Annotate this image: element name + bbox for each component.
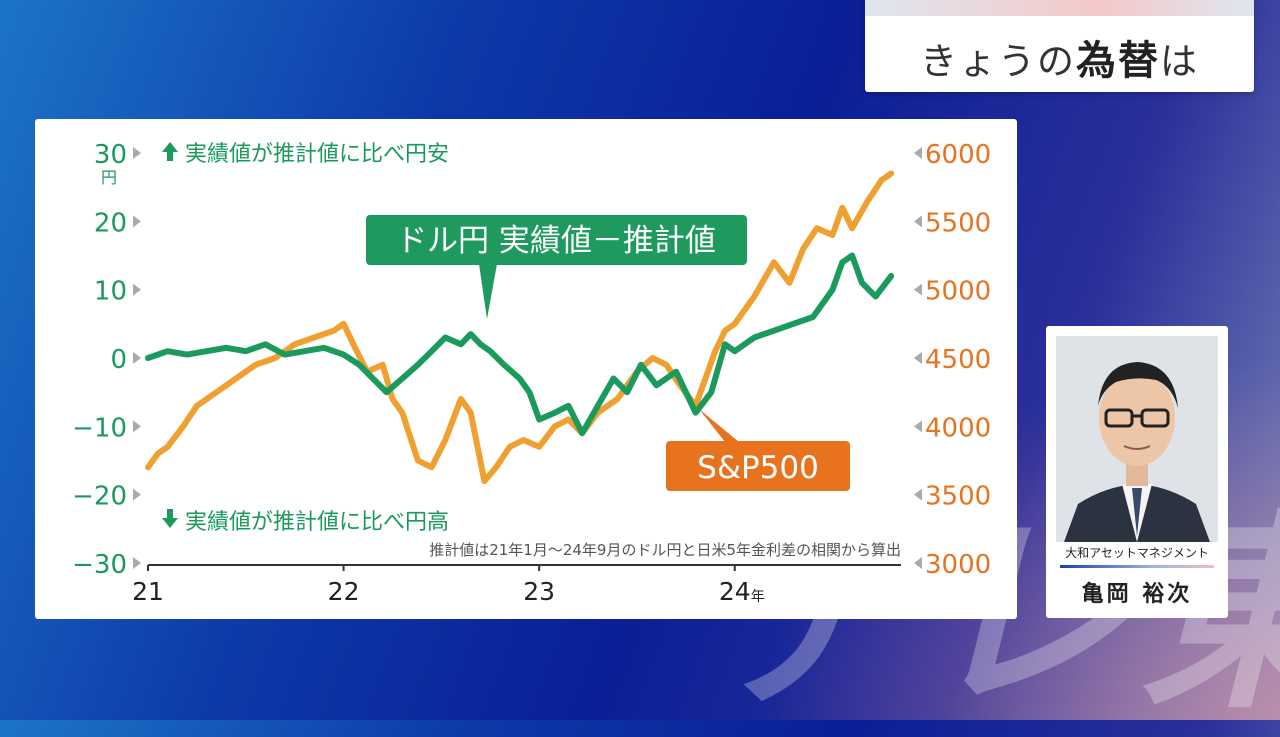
left-axis: 30 20 10 0 −10 −20 −30 [72, 140, 141, 580]
left-tick-marker [133, 352, 141, 364]
left-tick-label: −30 [72, 550, 127, 580]
x-axis: 21 22 23 24 年 [132, 565, 765, 606]
left-tick-label: −20 [72, 482, 127, 512]
left-tick-marker [133, 488, 141, 501]
right-tick-label: 3500 [925, 482, 991, 512]
usdjpy-callout-pointer [479, 264, 497, 319]
chart-panel: 30 20 10 0 −10 −20 −30 6000 5500 5000 4500 4000 350… [35, 119, 1017, 619]
left-tick-label: 0 [110, 345, 127, 375]
series-layer [145, 170, 895, 484]
left-tick-marker [133, 147, 141, 159]
title-post: は [1160, 40, 1199, 83]
right-tick-marker [914, 488, 922, 501]
person-silhouette-icon [1056, 336, 1218, 542]
right-tick-marker [914, 215, 922, 228]
x-tick-label: 23 [523, 577, 555, 606]
title-stripe [865, 0, 1254, 16]
program-title-box: きょうの為替は [865, 0, 1254, 92]
source-note: 推計値は21年1月〜24年9月のドル円と日米5年金利差の相関から算出 [429, 541, 901, 559]
axis-annotations: 実績値が推計値に比べ円安 実績値が推計値に比べ円高 推計値は21年1月〜24年9… [101, 142, 901, 559]
left-tick-marker [133, 420, 141, 433]
right-tick-label: 5000 [925, 277, 991, 307]
callouts: ドル円 実績値－推計値 S&P500 [366, 215, 850, 491]
annotation-top: 実績値が推計値に比べ円安 [185, 142, 449, 167]
right-tick-marker [914, 557, 922, 569]
left-tick-label: 10 [94, 277, 127, 307]
right-tick-marker [914, 147, 922, 159]
arrow-up-icon [162, 142, 178, 161]
left-tick-marker [133, 283, 141, 296]
right-tick-label: 3000 [925, 550, 991, 580]
x-tick-label: 24 [719, 577, 751, 606]
left-axis-unit: 円 [101, 168, 117, 187]
right-tick-label: 4500 [925, 345, 991, 375]
title-bold: 為替 [1076, 38, 1160, 84]
left-tick-label: 20 [94, 208, 127, 238]
x-tick-label: 21 [132, 577, 164, 606]
right-axis: 6000 5500 5000 4500 4000 3500 3000 [914, 140, 991, 580]
spx-label: S&P500 [697, 450, 819, 486]
usdjpy-line [145, 252, 895, 437]
right-tick-label: 5500 [925, 208, 991, 238]
spx-callout-box [666, 441, 850, 491]
usdjpy-callout-box [366, 215, 747, 265]
spx-line [145, 170, 895, 484]
right-tick-label: 6000 [925, 140, 991, 170]
x-tick-label: 22 [328, 577, 360, 606]
usdjpy-label: ドル円 実績値－推計値 [396, 223, 716, 259]
title-pre: きょうの [920, 40, 1076, 83]
right-tick-marker [914, 352, 922, 364]
chart-svg: 30 20 10 0 −10 −20 −30 6000 5500 5000 4500 4000 350… [72, 140, 991, 606]
right-tick-label: 4000 [925, 413, 991, 443]
org-underline [1060, 565, 1214, 568]
right-tick-marker [914, 283, 922, 296]
speaker-organization: 大和アセットマネジメント [1065, 546, 1209, 560]
left-tick-marker [133, 215, 141, 228]
left-tick-label: −10 [72, 413, 127, 443]
speaker-photo [1056, 336, 1218, 542]
spx-callout-pointer [699, 409, 739, 442]
left-tick-label: 30 [94, 140, 127, 170]
arrow-down-icon [162, 509, 178, 528]
x-axis-unit: 年 [751, 589, 765, 605]
speaker-card: 大和アセットマネジメント 亀岡 裕次 [1046, 326, 1228, 618]
annotation-bottom: 実績値が推計値に比べ円高 [185, 510, 449, 535]
left-tick-marker [133, 557, 141, 569]
right-tick-marker [914, 420, 922, 433]
speaker-name: 亀岡 裕次 [1081, 582, 1193, 607]
program-title: きょうの為替は [865, 28, 1254, 86]
